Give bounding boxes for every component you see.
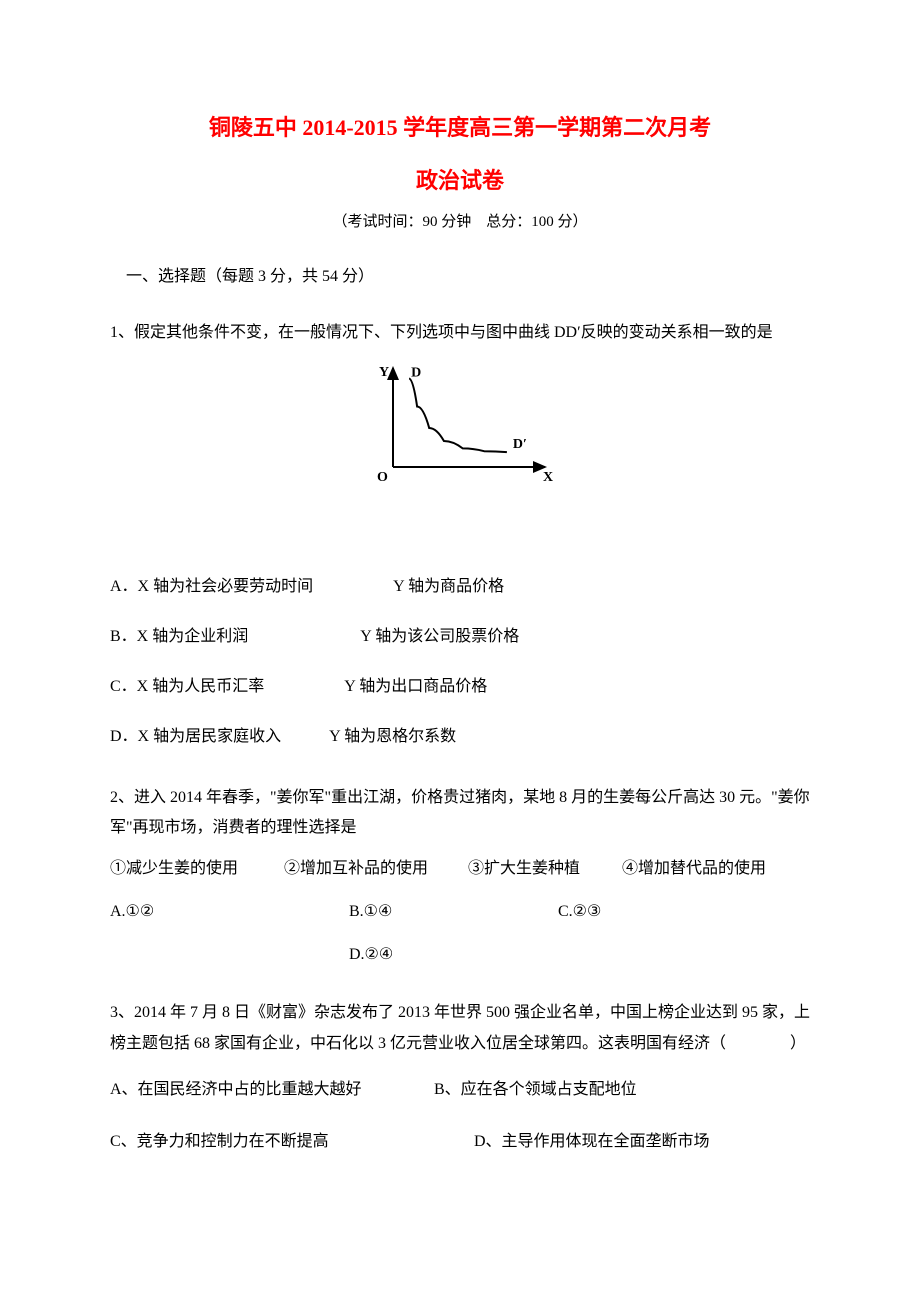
exam-title-sub: 政治试卷: [110, 163, 810, 198]
section-1-heading: 一、选择题（每题 3 分，共 54 分）: [110, 264, 810, 290]
q2-stmt-2: ②增加互补品的使用: [284, 854, 464, 884]
q1-option-b: B．X 轴为企业利润 Y 轴为该公司股票价格: [110, 617, 810, 657]
question-3: 3、2014 年 7 月 8 日《财富》杂志发布了 2013 年世界 500 强…: [110, 998, 810, 1162]
question-1-chart: Y X O D D′: [110, 360, 810, 496]
q3-choice-a: A、在国民经济中占的比重越大越好: [110, 1069, 430, 1111]
exam-title-main: 铜陵五中 2014-2015 学年度高三第一学期第二次月考: [110, 110, 810, 145]
q1-option-d: D．X 轴为居民家庭收入 Y 轴为恩格尔系数: [110, 717, 810, 757]
svg-text:D: D: [411, 366, 421, 381]
q3-choice-c: C、竞争力和控制力在不断提高: [110, 1121, 470, 1163]
question-1-options: A．X 轴为社会必要劳动时间 Y 轴为商品价格 B．X 轴为企业利润 Y 轴为该…: [110, 567, 810, 757]
svg-text:O: O: [377, 470, 388, 485]
question-3-row1: A、在国民经济中占的比重越大越好 B、应在各个领域占支配地位: [110, 1069, 810, 1111]
svg-text:Y: Y: [379, 365, 389, 380]
q3-choice-b: B、应在各个领域占支配地位: [434, 1069, 637, 1111]
question-2-choices: A.①② B.①④ C.②③ D.②④: [110, 894, 810, 972]
question-2: 2、进入 2014 年春季，"姜你军"重出江湖，价格贵过猪肉，某地 8 月的生姜…: [110, 783, 810, 973]
q3-choice-d: D、主导作用体现在全面垄断市场: [474, 1121, 710, 1163]
q2-choice-b: B.①④: [349, 894, 554, 929]
q2-stmt-3: ③扩大生姜种植: [468, 854, 618, 884]
q1-option-a: A．X 轴为社会必要劳动时间 Y 轴为商品价格: [110, 567, 810, 607]
q2-choice-c: C.②③: [558, 894, 601, 929]
question-2-statements: ①减少生姜的使用 ②增加互补品的使用 ③扩大生姜种植 ④增加替代品的使用: [110, 854, 810, 884]
question-1-text: 1、假定其他条件不变，在一般情况下、下列选项中与图中曲线 DD′反映的变动关系相…: [110, 318, 810, 348]
q2-stmt-4: ④增加替代品的使用: [622, 854, 766, 884]
q2-choice-a: A.①②: [110, 894, 345, 929]
exam-info: （考试时间：90 分钟 总分：100 分）: [110, 210, 810, 234]
q2-choice-d: D.②④: [349, 937, 393, 972]
q1-option-c: C．X 轴为人民币汇率 Y 轴为出口商品价格: [110, 667, 810, 707]
question-1: 1、假定其他条件不变，在一般情况下、下列选项中与图中曲线 DD′反映的变动关系相…: [110, 318, 810, 757]
question-3-row2: C、竞争力和控制力在不断提高 D、主导作用体现在全面垄断市场: [110, 1121, 810, 1163]
question-2-text: 2、进入 2014 年春季，"姜你军"重出江湖，价格贵过猪肉，某地 8 月的生姜…: [110, 783, 810, 844]
q2-stmt-1: ①减少生姜的使用: [110, 854, 280, 884]
question-3-text: 3、2014 年 7 月 8 日《财富》杂志发布了 2013 年世界 500 强…: [110, 998, 810, 1059]
svg-text:X: X: [543, 470, 553, 485]
svg-text:D′: D′: [513, 437, 527, 452]
